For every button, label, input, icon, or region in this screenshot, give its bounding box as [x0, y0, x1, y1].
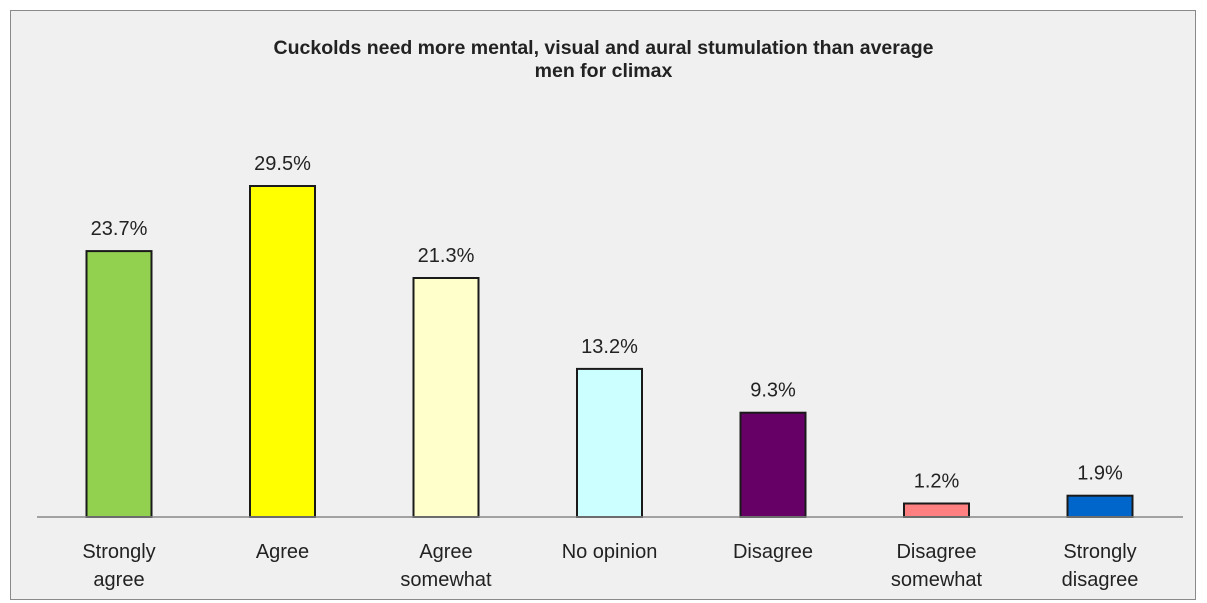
- category-label-4: Disagree: [733, 541, 813, 563]
- bar-5: [903, 502, 970, 518]
- category-label-5: Disagree somewhat: [891, 541, 983, 591]
- value-label-5: 1.2%: [914, 471, 960, 493]
- bar-3: [576, 367, 643, 518]
- bar-0: [85, 250, 153, 518]
- bar-2: [412, 277, 480, 518]
- value-label-1: 29.5%: [254, 153, 311, 175]
- category-label-3: No opinion: [562, 541, 658, 563]
- category-label-0: Strongly agree: [82, 541, 155, 591]
- bar-4: [739, 411, 807, 519]
- bar-6: [1066, 494, 1134, 519]
- value-label-3: 13.2%: [581, 336, 638, 358]
- category-label-6: Strongly disagree: [1062, 541, 1139, 591]
- category-label-2: Agree somewhat: [400, 541, 492, 591]
- value-label-0: 23.7%: [91, 218, 148, 240]
- bar-1: [249, 185, 316, 518]
- category-label-1: Agree: [256, 541, 309, 563]
- value-label-2: 21.3%: [418, 245, 475, 267]
- value-label-6: 1.9%: [1077, 463, 1123, 485]
- value-label-4: 9.3%: [750, 380, 796, 402]
- chart-title: Cuckolds need more mental, visual and au…: [273, 37, 934, 82]
